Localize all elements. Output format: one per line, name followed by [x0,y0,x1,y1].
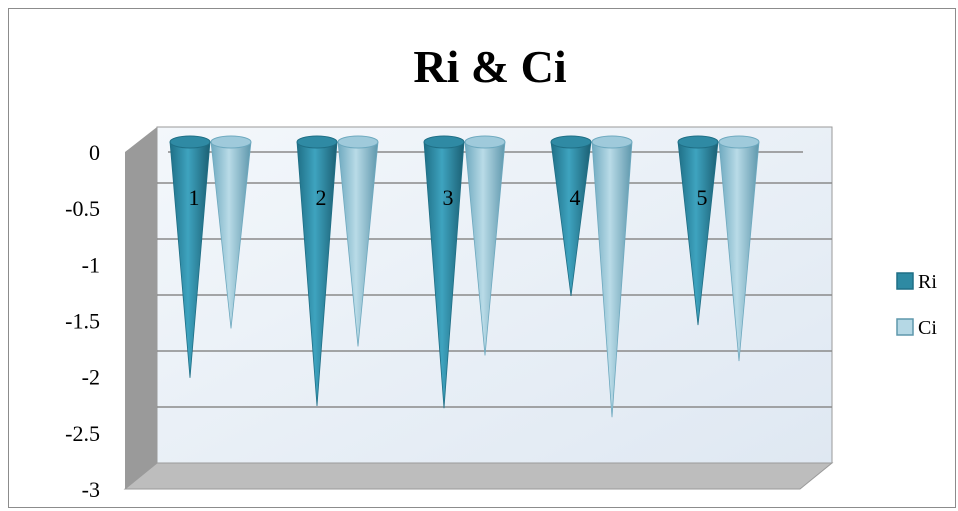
y-tick-label: -1 [82,252,100,277]
plot-floor [123,462,834,490]
chart-title: Ri & Ci [413,41,567,92]
cone-top-ri-5 [677,135,719,149]
legend-label-ri: Ri [918,271,937,293]
category-labels: 1 2 3 4 5 [189,185,708,210]
legend-swatch-ri [896,272,914,290]
category-label: 3 [443,185,454,210]
cones-layer [169,135,760,418]
y-tick-label: -0.5 [65,196,100,221]
category-label: 4 [570,185,581,210]
legend-label-ci: Ci [918,317,937,339]
category-label: 2 [316,185,327,210]
cone-top-ci-5 [718,135,760,149]
y-tick-label: -3 [82,477,100,502]
cone-top-ri-1 [169,135,211,149]
cone-top-ci-2 [337,135,379,149]
y-tick-label: -2 [82,365,100,390]
cone-top-ci-1 [210,135,252,149]
legend: Ri Ci [896,271,937,339]
cone-top-ci-3 [464,135,506,149]
plot-side-wall [125,127,157,489]
category-label: 1 [189,185,200,210]
category-label: 5 [697,185,708,210]
y-tick-label: 0 [89,140,100,165]
cone-top-ri-2 [296,135,338,149]
y-tick-label: -2.5 [65,421,100,446]
cone-top-ci-4 [591,135,633,149]
legend-swatch-ci [896,318,914,336]
y-tick-label: -1.5 [65,309,100,334]
cone-top-ri-3 [423,135,465,149]
y-axis-ticks: 0 -0.5 -1 -1.5 -2 -2.5 -3 [65,140,100,502]
cone-top-ri-4 [550,135,592,149]
